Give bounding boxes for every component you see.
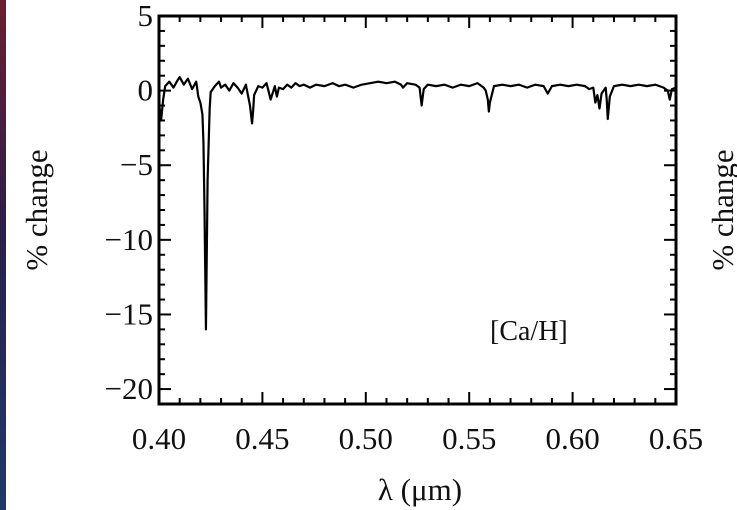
y-tick-label: −20 — [105, 371, 153, 406]
y-axis-label: % change — [19, 149, 54, 270]
x-tick-label: 0.65 — [649, 421, 703, 456]
x-tick-label: 0.40 — [132, 421, 186, 456]
series-line — [157, 76, 677, 331]
y-tick-label: −15 — [105, 296, 153, 331]
left-edge-strip — [0, 0, 6, 510]
y-tick-label: 0 — [138, 73, 154, 108]
x-tick-label: 0.55 — [442, 421, 496, 456]
axis-ticks — [158, 15, 677, 404]
x-tick-label: 0.50 — [339, 421, 393, 456]
x-tick-label: 0.60 — [545, 421, 599, 456]
y-tick-label: −10 — [105, 222, 153, 257]
plot-frame — [157, 14, 678, 406]
second-panel-y-axis-label: % change — [705, 149, 737, 270]
x-axis-label: λ (μm) — [378, 472, 462, 507]
y-tick-label: −5 — [120, 147, 153, 182]
axis-tick-labels: 0.40 0.45 0.50 0.55 0.60 0.65 5 0 −5 −10 −15 −20 — [105, 0, 704, 456]
annotation-label: [Ca/H] — [490, 316, 568, 347]
y-tick-label: 5 — [138, 0, 154, 33]
x-tick-label: 0.45 — [235, 421, 289, 456]
